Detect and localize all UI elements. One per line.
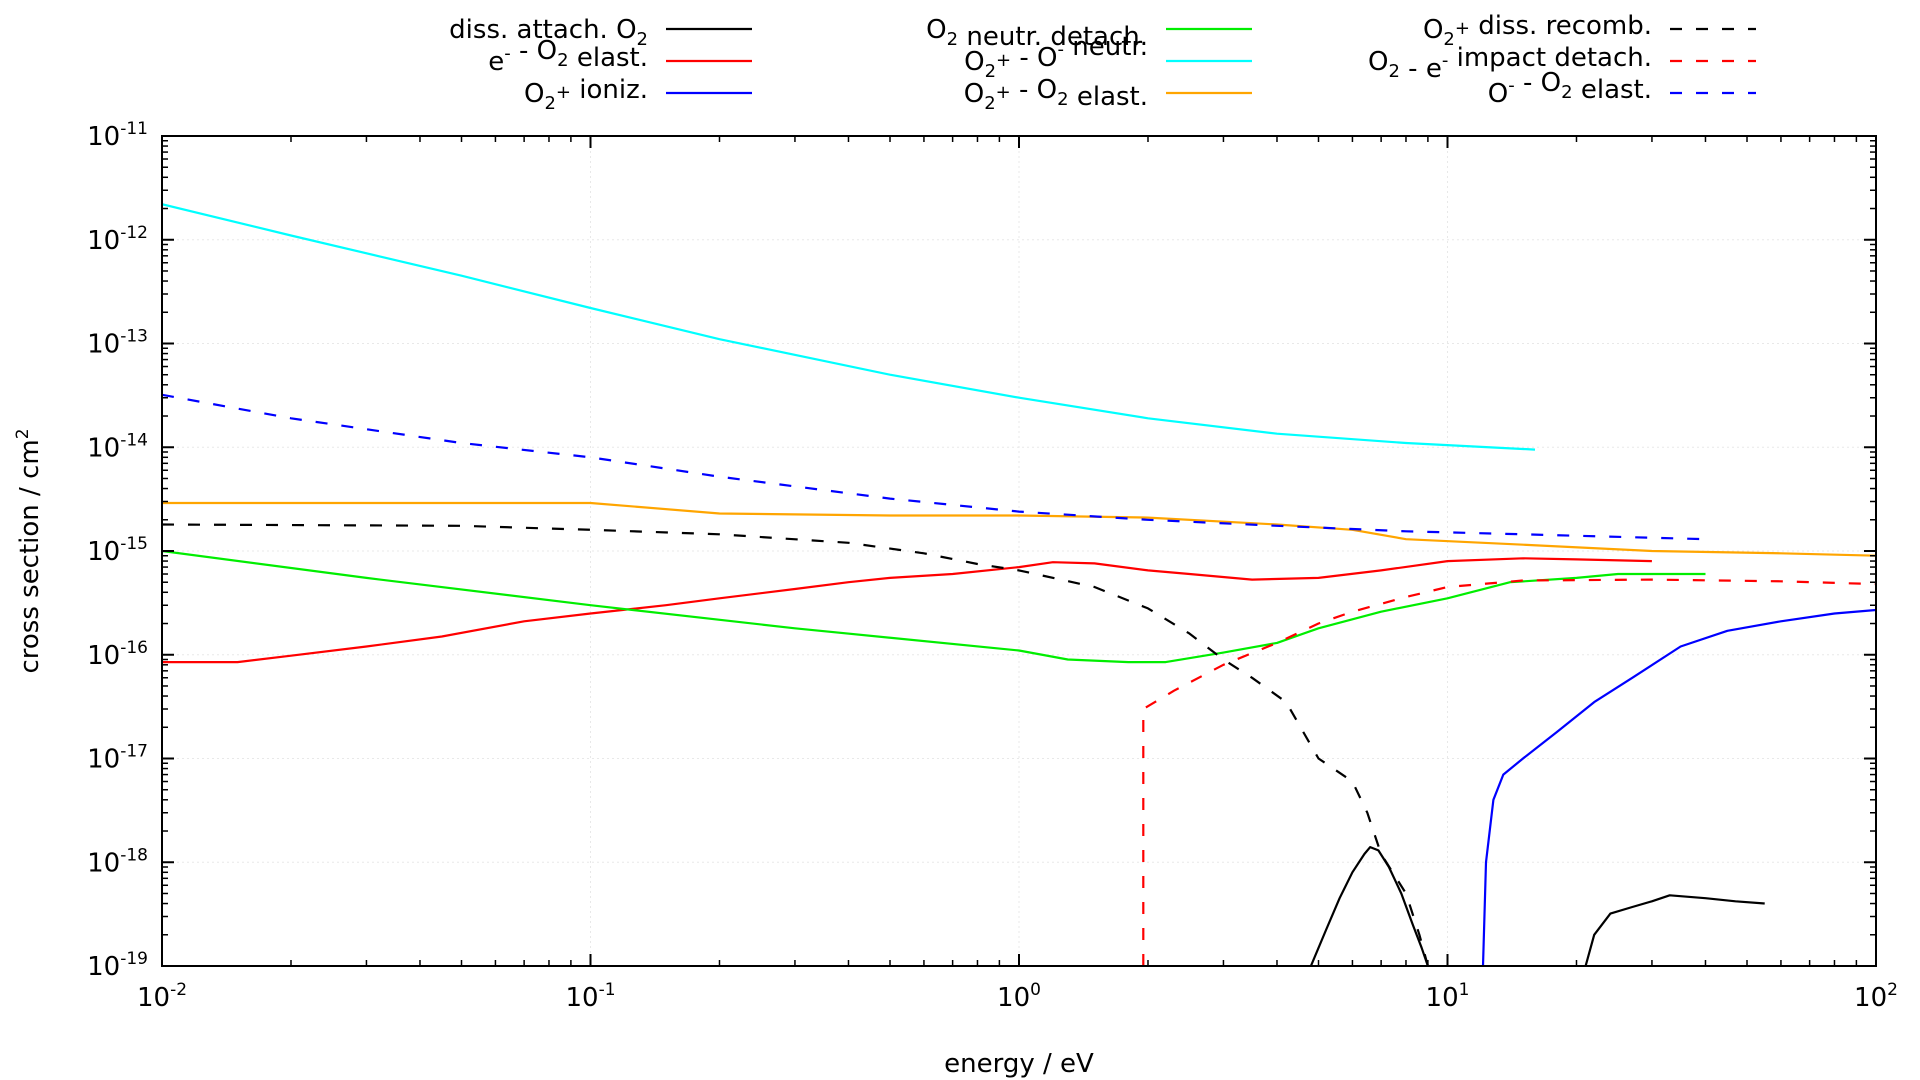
legend-entry: O- - O2 elast. (1488, 68, 1756, 109)
legend-entry: O2 neutr. detach. (926, 15, 1252, 52)
x-tick-label: 10-2 (137, 980, 187, 1013)
series-line (162, 549, 1706, 664)
legend-entry: O2+ diss. recomb. (1423, 11, 1756, 50)
x-tick-label: 102 (1854, 980, 1898, 1013)
legend-entry: O2+ - O- neutr. (964, 32, 1252, 82)
y-axis-title-text: cross section / cm (15, 439, 45, 673)
legend-label: O2 neutr. detach. (926, 15, 1148, 52)
legend-entry: e- - O2 elast. (488, 36, 752, 77)
x-tick-label: 101 (1426, 980, 1470, 1013)
series-3 (1481, 608, 1876, 966)
series-8 (1142, 578, 1876, 966)
series-line (1481, 608, 1876, 966)
y-tick-label: 10-19 (87, 949, 148, 982)
x-tick-label: 10-1 (565, 980, 615, 1013)
legend-entry: O2 - e- impact detach. (1368, 43, 1756, 84)
legend-label: O- - O2 elast. (1488, 68, 1652, 109)
legend-label: e- - O2 elast. (488, 36, 648, 77)
series-lines (162, 203, 1876, 966)
y-tick-label: 10-13 (87, 327, 148, 360)
series-5 (162, 203, 1536, 451)
series-line (1142, 578, 1876, 966)
tick-labels: 10-2 10-1 100 101 102 10-11 10-12 10-13 10-14 10-… (87, 119, 1898, 1013)
legend-label: O2+ ioniz. (524, 75, 648, 114)
series-9 (162, 393, 1706, 541)
series-line (162, 393, 1706, 541)
series-line (162, 557, 1652, 664)
series-line (1309, 845, 1429, 966)
legend-label: O2+ diss. recomb. (1423, 11, 1652, 50)
y-tick-label: 10-14 (87, 430, 148, 463)
legend-label: O2 - e- impact detach. (1368, 43, 1652, 84)
x-tick-label: 100 (997, 980, 1041, 1013)
y-axis-title: cross section / cm2 (13, 428, 45, 673)
legend-label: O2+ - O- neutr. (964, 32, 1148, 82)
y-axis-title-sup: 2 (13, 428, 33, 439)
y-tick-label: 10-11 (87, 119, 148, 152)
series-line (162, 203, 1536, 451)
y-tick-label: 10-18 (87, 845, 148, 878)
x-axis-title: energy / eV (944, 1049, 1094, 1079)
legend-entry: O2+ ioniz. (524, 75, 752, 114)
series-line (162, 523, 1429, 966)
legend-entry: O2+ - O2 elast. (964, 75, 1252, 114)
series-4 (162, 549, 1706, 664)
grid (161, 135, 1877, 967)
series-1 (1309, 845, 1765, 966)
y-tick-label: 10-16 (87, 638, 148, 671)
legend-label: O2+ - O2 elast. (964, 75, 1148, 114)
series-7 (162, 523, 1429, 966)
y-tick-label: 10-12 (87, 223, 148, 256)
legend-entry: diss. attach. O2 (449, 15, 752, 50)
axis-ticks (161, 135, 1877, 967)
series-2 (162, 557, 1652, 664)
legend-label: diss. attach. O2 (449, 15, 648, 50)
series-6 (162, 501, 1876, 557)
y-tick-label: 10-15 (87, 534, 148, 567)
legend: diss. attach. O2e- - O2 elast.O2+ ioniz.… (449, 11, 1756, 114)
series-line (162, 501, 1876, 557)
series-line (1584, 894, 1765, 966)
y-tick-label: 10-17 (87, 742, 148, 775)
